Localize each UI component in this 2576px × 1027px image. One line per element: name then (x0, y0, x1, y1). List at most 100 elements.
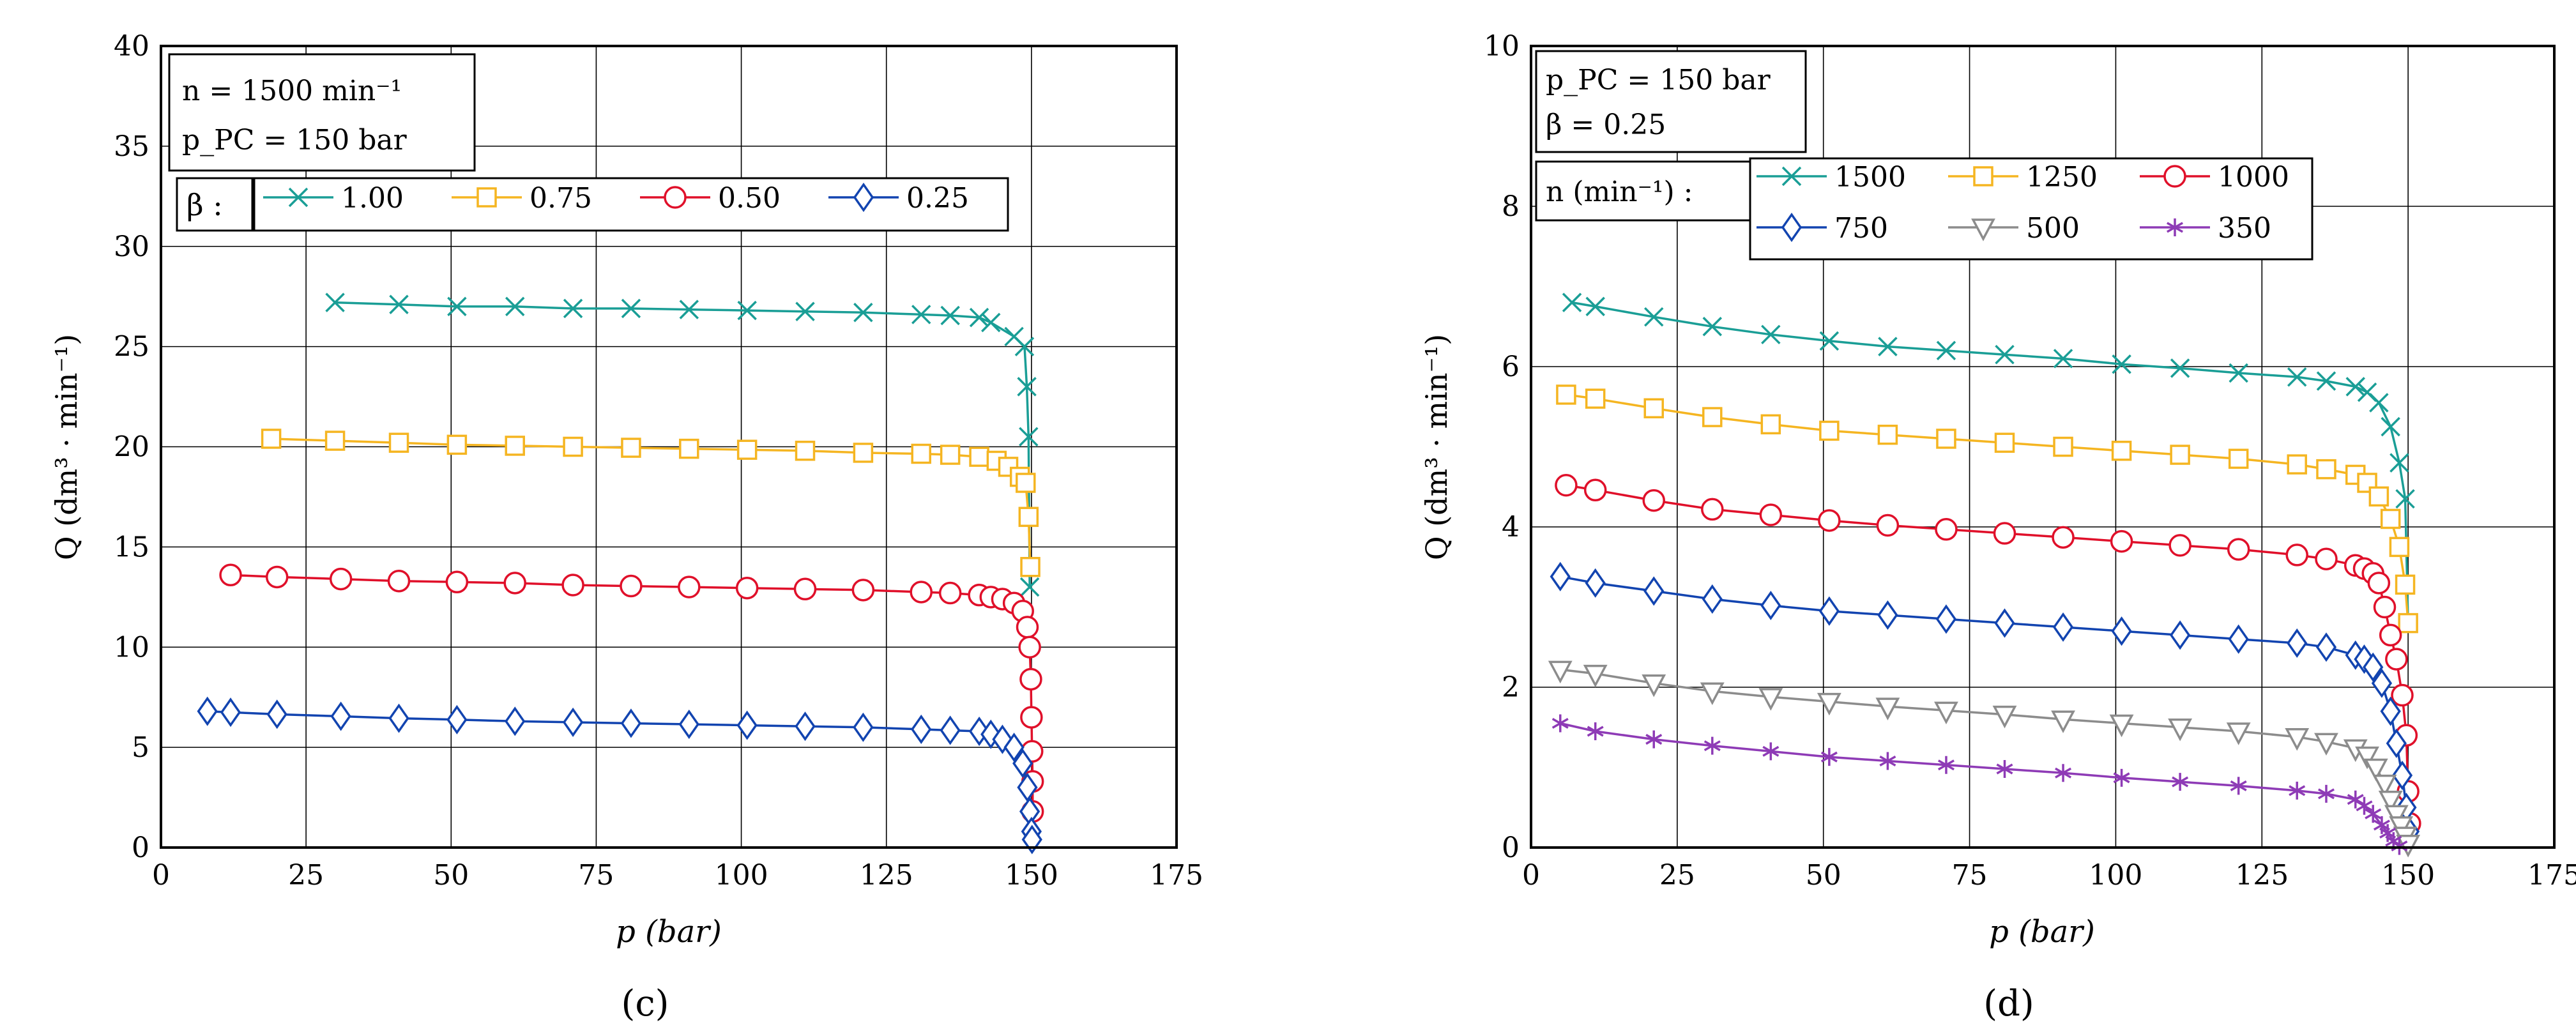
data-point-c-1.00-4 (563, 298, 583, 319)
data-point-d-1500-8 (1995, 344, 2015, 365)
data-point-d-1500-2 (1644, 307, 1664, 327)
data-point-c-0.75-7 (679, 438, 699, 459)
data-point-c-0.25-13 (911, 714, 932, 744)
legend-label-d-350: 350 (2218, 212, 2271, 245)
legend-marker-c-0.50 (664, 186, 687, 209)
data-point-c-0.25-1 (220, 697, 241, 727)
legend-marker-c-1.00 (288, 187, 309, 208)
data-point-d-1000-12 (2227, 538, 2250, 561)
data-point-c-0.50-4 (445, 570, 469, 594)
data-point-d-1000-10 (2110, 529, 2133, 553)
data-point-d-1250-11 (2170, 445, 2190, 465)
info-box-d: p_PC = 150 bar β = 0.25 (1535, 50, 1807, 153)
x-axis-label-d: p (bar) (1989, 914, 2095, 950)
data-point-d-500-8 (1992, 705, 2017, 729)
data-point-d-1000-18 (2367, 572, 2391, 595)
data-point-d-1500-10 (2112, 354, 2131, 374)
data-point-d-1000-9 (2052, 526, 2075, 549)
data-point-c-0.50-1 (265, 565, 289, 589)
tick-labels-d: 0 25 50 75 100 125 150 175 0 2 4 6 8 10 (1484, 30, 2576, 892)
data-point-d-1500-13 (2287, 367, 2307, 387)
data-point-d-1000-20 (2379, 623, 2402, 647)
data-point-d-750-21 (2391, 760, 2413, 791)
data-point-c-0.50-0 (219, 563, 242, 587)
data-point-d-1000-3 (1701, 498, 1724, 521)
data-point-d-1250-0 (1556, 384, 1576, 405)
data-point-c-0.75-3 (446, 434, 468, 455)
info-line-c-2: p_PC = 150 bar (182, 124, 408, 156)
x-tick-label-c-1: 25 (288, 859, 324, 892)
data-point-d-1250-3 (1702, 407, 1723, 427)
data-point-c-0.25-15 (968, 716, 990, 747)
legend-entries-d: 1500 1250 1000 750 500 350 (1757, 161, 2289, 245)
legend-marker-d-350 (2167, 218, 2183, 236)
series-line-d-1250 (1566, 393, 2409, 623)
data-point-c-0.25-2 (266, 699, 287, 729)
data-point-c-0.25-12 (853, 712, 874, 742)
data-point-d-1250-21 (2398, 612, 2418, 634)
data-point-d-1000-5 (1818, 509, 1841, 532)
data-point-d-500-14 (2314, 733, 2338, 756)
data-point-d-350-6 (1879, 752, 1896, 770)
data-point-c-0.50-2 (329, 567, 353, 591)
x-tick-label-d-6: 150 (2381, 859, 2435, 892)
data-point-c-1.00-12 (969, 307, 989, 328)
data-point-c-1.00-3 (505, 296, 525, 317)
data-point-c-0.75-1 (324, 430, 346, 451)
data-point-d-1250-4 (1760, 414, 1781, 435)
data-point-d-1250-7 (1936, 429, 1956, 449)
data-point-d-1500-12 (2229, 363, 2248, 383)
data-point-c-0.25-23 (1021, 825, 1042, 855)
info-line-d-2: β = 0.25 (1546, 109, 1666, 141)
legend-marker-d-1500 (1781, 166, 1802, 186)
data-point-d-350-2 (1645, 730, 1663, 749)
data-point-d-350-11 (2172, 773, 2189, 791)
y-tick-label-c-6: 30 (114, 231, 149, 263)
legend-entry-d-1250: 1250 (1948, 161, 2098, 194)
data-point-c-0.50-5 (503, 572, 526, 595)
data-point-d-500-16 (2355, 746, 2379, 770)
series-d-350 (1551, 714, 2408, 855)
data-point-d-1000-2 (1642, 489, 1665, 512)
data-point-c-0.75-13 (969, 446, 989, 467)
data-point-c-0.50-3 (387, 569, 411, 593)
legend-title-d: n (min⁻¹) : (1546, 176, 1693, 208)
legend-entry-d-500: 500 (1948, 212, 2080, 245)
data-point-c-0.75-19 (1020, 557, 1040, 577)
data-point-d-500-2 (1642, 674, 1666, 697)
data-point-c-1.00-5 (621, 298, 641, 319)
data-point-d-750-11 (2169, 620, 2191, 650)
data-point-d-500-9 (2051, 710, 2075, 733)
data-point-c-0.25-4 (388, 703, 409, 733)
y-tick-label-c-8: 40 (114, 30, 149, 63)
series-d-1250 (1556, 384, 2418, 634)
data-point-d-1000-22 (2391, 683, 2414, 707)
data-point-c-0.25-19 (1012, 749, 1033, 779)
data-point-d-500-5 (1817, 692, 1841, 716)
data-point-d-350-5 (1820, 748, 1838, 766)
data-point-c-0.25-14 (940, 715, 961, 745)
legend-entry-d-750: 750 (1757, 212, 1888, 245)
x-tick-label-d-1: 25 (1659, 859, 1695, 892)
legend-entries-box-d (1749, 157, 2313, 261)
data-point-d-350-9 (2055, 764, 2072, 782)
x-tick-label-c-3: 75 (578, 859, 614, 892)
data-point-d-350-7 (1937, 756, 1955, 774)
panel-c: 0 25 50 75 100 125 150 175 0 5 10 15 20 25 30 35 40 n = … (49, 30, 1203, 1024)
data-point-d-1250-10 (2111, 441, 2132, 461)
legend-marker-d-750 (1781, 212, 1802, 243)
data-point-d-750-10 (2111, 616, 2132, 646)
data-point-d-500-11 (2168, 719, 2193, 742)
data-point-d-1000-13 (2285, 544, 2308, 567)
data-point-c-0.50-8 (678, 575, 701, 598)
data-point-c-0.25-16 (980, 719, 1002, 749)
y-tick-label-c-5: 25 (114, 331, 149, 363)
legend-marker-d-500 (1971, 218, 1995, 241)
info-line-c-1: n = 1500 min⁻¹ (182, 75, 402, 107)
data-point-d-1250-6 (1877, 424, 1898, 445)
legend-label-c-0.50: 0.50 (718, 182, 781, 215)
series-d-750 (1550, 561, 2420, 846)
legend-label-d-1500: 1500 (1834, 161, 1906, 194)
data-point-d-350-13 (2289, 781, 2306, 800)
data-point-d-750-12 (2228, 624, 2249, 654)
